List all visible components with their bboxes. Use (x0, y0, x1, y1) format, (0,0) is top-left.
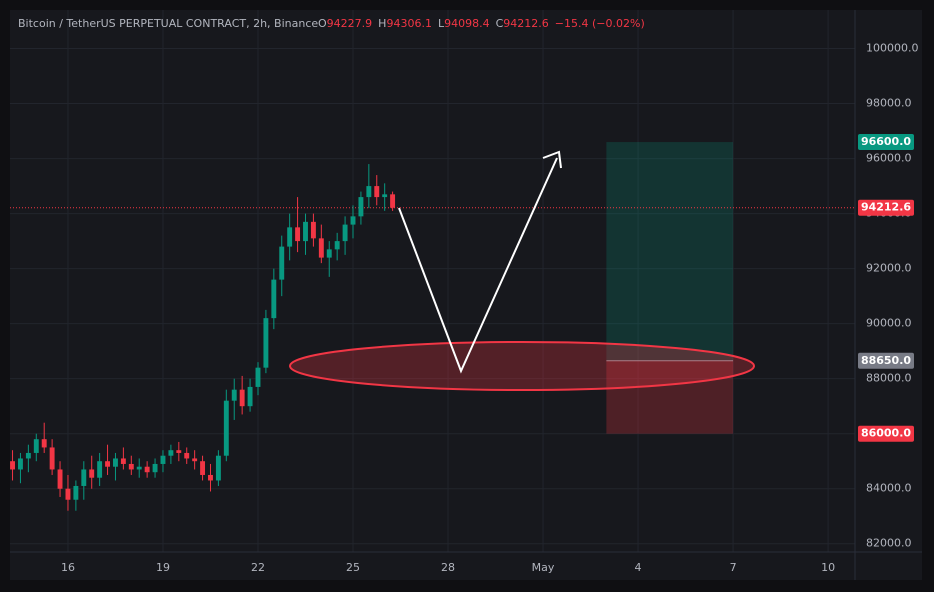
price-label: 86000.0 (861, 427, 911, 440)
x-tick-label: 4 (635, 561, 642, 574)
plot-background (10, 10, 922, 580)
ohlc-value: 94306.1 (386, 17, 432, 30)
candle-body (382, 194, 388, 198)
y-tick-label: 92000.0 (866, 262, 912, 275)
chart-title: Bitcoin / TetherUS PERPETUAL CONTRACT, 2… (18, 17, 318, 30)
candle-body (390, 194, 396, 208)
candle-body (192, 458, 198, 462)
x-tick-label: 28 (441, 561, 455, 574)
candle-body (97, 461, 103, 478)
x-tick-label: 16 (61, 561, 75, 574)
y-tick-label: 98000.0 (866, 97, 912, 110)
candle-body (184, 452, 190, 459)
candle-body (17, 458, 23, 470)
stop-zone (606, 360, 734, 434)
candle-body (287, 227, 293, 247)
ohlc-value: 94212.6 (503, 17, 549, 30)
candle-body (239, 389, 245, 407)
candle-body (310, 221, 316, 239)
candle-body (152, 463, 158, 473)
price-label-box (858, 199, 914, 216)
x-tick-label: 10 (821, 561, 835, 574)
x-tick-label: 25 (346, 561, 360, 574)
candle-body (176, 450, 182, 453)
candle-body (295, 227, 301, 242)
candle-body (65, 488, 71, 500)
candle-body (136, 466, 142, 470)
price-label-box (858, 134, 914, 151)
candle-body (33, 439, 39, 453)
overlay (10, 142, 855, 434)
candle-body (358, 197, 364, 217)
zone-ellipse (289, 341, 755, 391)
candle-body (89, 469, 95, 478)
candle-body (25, 452, 31, 459)
candles (10, 164, 396, 511)
axes: 82000.0 84000.0 86000.0 88000.0 90000.0 92000… (61, 42, 919, 574)
y-tick-label: 90000.0 (866, 317, 912, 330)
ohlc-key: H (378, 17, 386, 30)
candle-body (279, 246, 285, 280)
ohlc-legend: O94227.9 H94306.1 L94098.4 C94212.6 −15.4 (−… (318, 17, 645, 30)
arrow-head (542, 150, 562, 169)
candle-body (10, 461, 15, 470)
candle-body (231, 389, 237, 401)
candle-body (120, 458, 126, 464)
x-tick-label: 7 (730, 561, 737, 574)
y-tick-label: 84000.0 (866, 482, 912, 495)
x-tick-label: May (532, 561, 555, 574)
price-label-box (858, 425, 914, 442)
candle-body (271, 279, 277, 319)
candle-body (144, 466, 150, 473)
candle-body (49, 447, 55, 470)
grid (10, 10, 855, 552)
x-tick-label: 22 (251, 561, 265, 574)
candle-body (247, 386, 253, 407)
change: −15.4 (−0.02%) (555, 17, 645, 30)
price-label-box (858, 352, 914, 369)
candle-body (105, 461, 111, 467)
candle-body (255, 367, 261, 387)
candle-body (215, 455, 221, 481)
candle-body (342, 224, 348, 242)
path-arrow (398, 157, 558, 374)
ohlc-key: C (496, 17, 504, 30)
candle-body (208, 474, 213, 481)
ohlc-value: 94098.4 (444, 17, 490, 30)
candle-body (326, 249, 332, 258)
candle-body (366, 186, 372, 198)
price-label: 96600.0 (861, 135, 911, 148)
candle-body (200, 461, 206, 475)
candle-body (263, 318, 269, 368)
candle-body (318, 238, 324, 258)
target-zone (606, 142, 734, 361)
y-tick-label: 88000.0 (866, 372, 912, 385)
ohlc-key: L (438, 17, 445, 30)
candle-body (41, 439, 47, 448)
candle-body (334, 241, 340, 250)
candle-body (113, 458, 118, 467)
ohlc-key: O (318, 17, 327, 30)
price-label: 94212.6 (861, 201, 911, 214)
candle-body (168, 450, 174, 456)
candle-body (160, 455, 166, 464)
candle-body (81, 469, 87, 486)
candle-body (350, 216, 356, 225)
candle-body (374, 186, 380, 198)
ohlc-value: 94227.9 (327, 17, 373, 30)
y-tick-label: 100000.0 (866, 42, 919, 55)
candle-body (73, 485, 79, 500)
candle-body (57, 469, 63, 489)
candle-body (128, 463, 134, 470)
candle-body (303, 221, 308, 242)
y-tick-label: 82000.0 (866, 537, 912, 550)
price-label: 88650.0 (861, 354, 911, 367)
candle-body (223, 400, 229, 456)
x-tick-label: 19 (156, 561, 170, 574)
y-tick-label: 96000.0 (866, 152, 912, 165)
